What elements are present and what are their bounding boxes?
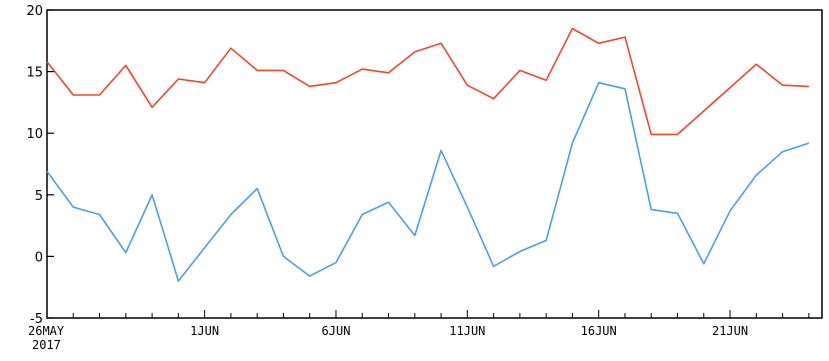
x-tick-label: 16JUN — [581, 324, 617, 338]
x-tick-label: 6JUN — [322, 324, 351, 338]
x-tick-label: 26MAY — [28, 324, 65, 338]
y-tick-label: -5 — [30, 312, 43, 327]
plot-frame — [46, 9, 823, 319]
x-tick-label: 11JUN — [449, 324, 485, 338]
y-tick-label: 20 — [26, 4, 43, 19]
y-tick-label: 10 — [26, 127, 43, 142]
x-tick-label: 21JUN — [712, 324, 748, 338]
y-tick-label: 15 — [26, 66, 43, 81]
y-axis: 20 15 10 5 0 -5 — [26, 4, 54, 327]
x-tick-sublabel: 2017 — [32, 338, 61, 352]
series-line-2 — [46, 81, 810, 282]
series-group — [46, 27, 810, 282]
y-tick-label: 0 — [35, 250, 43, 265]
y-tick-label: 5 — [35, 189, 43, 204]
series-line-1 — [46, 27, 809, 136]
x-tick-label: 1JUN — [190, 324, 219, 338]
